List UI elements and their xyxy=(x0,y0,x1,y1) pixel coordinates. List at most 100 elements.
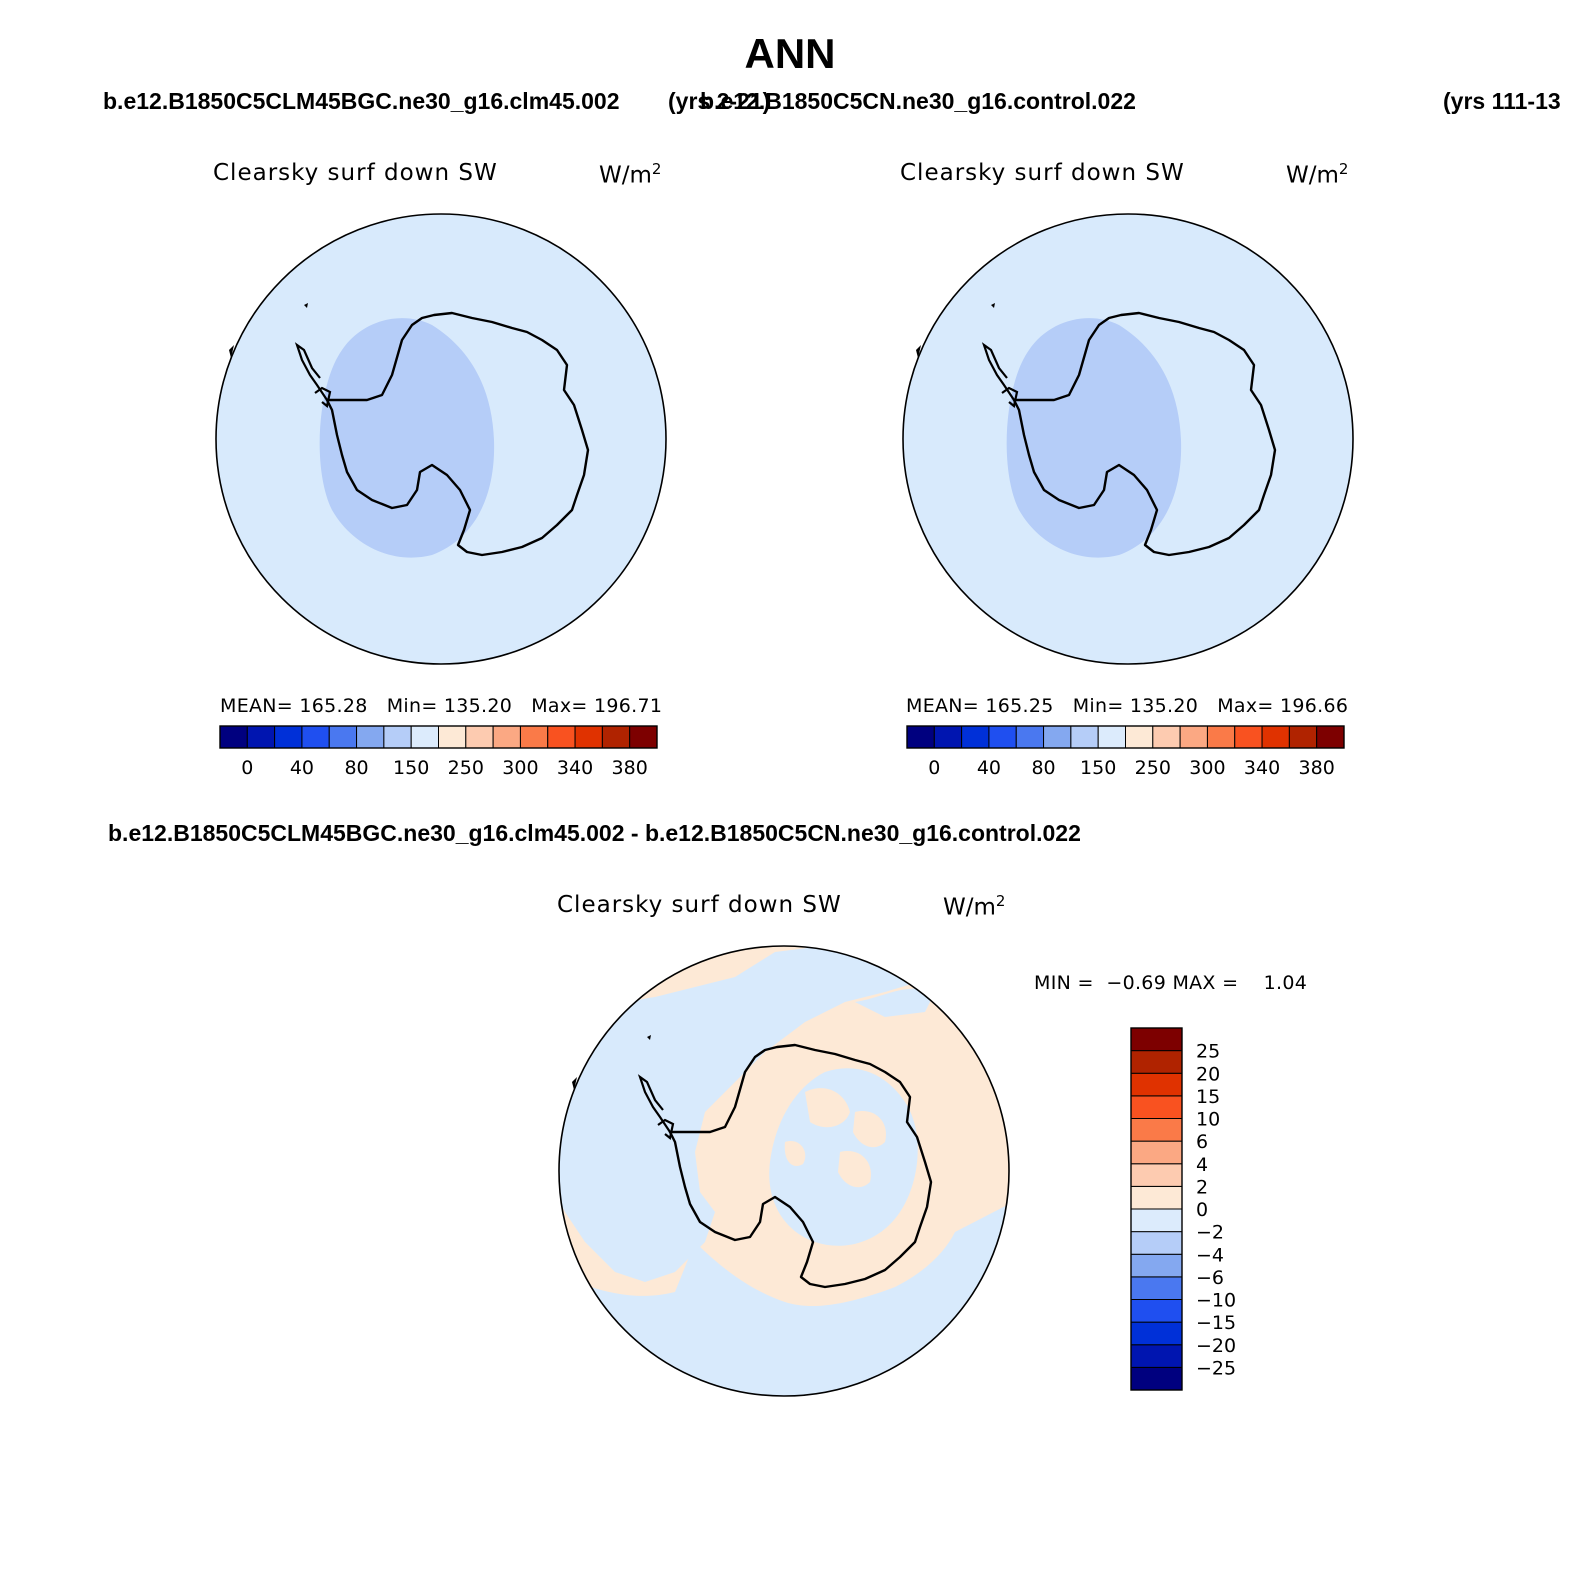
weddell-inlet xyxy=(314,386,332,408)
colorbar-swatch xyxy=(1130,1253,1183,1278)
colorbar-swatch xyxy=(356,725,385,749)
colorbar-tick-label: 15 xyxy=(1196,1086,1220,1108)
weddell-inlet xyxy=(657,1118,675,1140)
interior-low-region xyxy=(1006,318,1182,558)
colorbar-tick-label: −4 xyxy=(1196,1244,1224,1266)
colorbar-tick-label: 4 xyxy=(1196,1154,1208,1176)
antarctic-peninsula xyxy=(981,342,1015,401)
colorbar-tick-label: 0 xyxy=(1196,1199,1208,1221)
colorbar-swatch xyxy=(1130,1185,1183,1210)
colorbar-tick-label: 6 xyxy=(1196,1131,1208,1153)
panel2-units: W/m2 xyxy=(1286,160,1349,189)
colorbar-swatch xyxy=(1179,725,1208,749)
map-boundary xyxy=(215,213,667,665)
colorbar-tick-label: −20 xyxy=(1196,1335,1236,1357)
colorbar-swatch xyxy=(1125,725,1154,749)
colorbar-swatch xyxy=(465,725,494,749)
colorbar-swatch xyxy=(410,725,439,749)
colorbar-tick-label: 380 xyxy=(1299,757,1335,779)
colorbar-swatch xyxy=(1130,1140,1183,1165)
colorbar-swatch xyxy=(1288,725,1318,749)
colorbar-swatch xyxy=(1130,1118,1183,1142)
colorbar-swatch xyxy=(1130,1027,1183,1052)
colorbar-swatch xyxy=(1130,1072,1183,1097)
colorbar-swatch xyxy=(301,725,330,749)
island-mark xyxy=(304,303,308,308)
colorbar-tick-label: −2 xyxy=(1196,1222,1224,1244)
panel1-units: W/m2 xyxy=(599,160,662,189)
colorbar-swatch xyxy=(1130,1163,1183,1187)
map-boundary xyxy=(558,945,1010,1397)
colorbar-swatch xyxy=(574,725,603,749)
colorbar-tick-label: 300 xyxy=(502,757,538,779)
colorbar-swatch xyxy=(1261,725,1290,749)
colorbar-swatch xyxy=(438,725,467,749)
colorbar-swatch xyxy=(1234,725,1263,749)
colorbar-tick-label: 250 xyxy=(448,757,484,779)
interior-positive-patches xyxy=(735,1088,886,1219)
colorbar-swatch xyxy=(1130,1344,1183,1368)
colorbar-swatch xyxy=(933,725,963,749)
colorbar-tick-label: −6 xyxy=(1196,1267,1224,1289)
antarctica-coastline xyxy=(668,1043,933,1289)
panel1-variable: Clearsky surf down SW xyxy=(213,160,498,186)
difference-stats: MIN = −0.69 MAX = 1.04 xyxy=(1034,972,1308,994)
colorbar-tick-label: 80 xyxy=(344,757,368,779)
colorbar-tick-label: 380 xyxy=(612,757,648,779)
colorbar-swatch xyxy=(1130,1208,1183,1233)
panel2-variable: Clearsky surf down SW xyxy=(900,160,1185,186)
colorbar-swatch xyxy=(492,725,521,749)
colorbar-tick-label: −15 xyxy=(1196,1312,1236,1334)
antarctica-coastline xyxy=(1012,311,1277,557)
colorbar-swatch xyxy=(219,725,248,749)
panel2-polar-map xyxy=(902,213,1354,665)
antarctic-peninsula xyxy=(294,342,328,401)
south-america-tip xyxy=(572,1077,577,1090)
colorbar-swatch xyxy=(246,725,276,749)
colorbar-swatch xyxy=(629,725,658,749)
colorbar-swatch xyxy=(1206,725,1236,749)
south-america-tip xyxy=(229,345,234,358)
colorbar-swatch xyxy=(1316,725,1345,749)
case2-label: b.e12.B1850C5CN.ne30_g16.control.022 xyxy=(700,88,1136,114)
colorbar-tick-label: 2 xyxy=(1196,1176,1208,1198)
colorbar-swatch xyxy=(1130,1231,1183,1255)
colorbar-tick-label: 0 xyxy=(928,757,940,779)
colorbar-swatch xyxy=(1130,1095,1183,1119)
colorbar-frame xyxy=(906,725,1345,749)
case2-years: (yrs 111-13 xyxy=(1443,88,1561,114)
colorbar-tick-label: 250 xyxy=(1135,757,1171,779)
colorbar-swatch xyxy=(519,725,549,749)
colorbar-tick-label: 150 xyxy=(1080,757,1116,779)
colorbar-swatch xyxy=(1130,1366,1183,1391)
colorbar-swatch xyxy=(1043,725,1072,749)
difference-title: b.e12.B1850C5CLM45BGC.ne30_g16.clm45.002… xyxy=(108,820,1081,846)
island-mark xyxy=(647,1035,651,1040)
colorbar-swatch xyxy=(1015,725,1045,749)
figure-title: ANN xyxy=(744,30,836,77)
island-mark xyxy=(991,303,995,308)
colorbar-swatch xyxy=(1097,725,1126,749)
colorbar-frame xyxy=(1130,1027,1183,1391)
colorbar-tick-label: 150 xyxy=(393,757,429,779)
colorbar-swatch xyxy=(328,725,358,749)
colorbar-tick-label: 80 xyxy=(1031,757,1055,779)
colorbar-tick-label: −25 xyxy=(1196,1357,1236,1379)
colorbar-tick-label: 40 xyxy=(290,757,314,779)
weddell-inlet xyxy=(1001,386,1019,408)
colorbar-swatch xyxy=(383,725,412,749)
colorbar-tick-label: 300 xyxy=(1189,757,1225,779)
colorbar-swatch xyxy=(601,725,631,749)
colorbar-swatch xyxy=(547,725,576,749)
colorbar-tick-label: 40 xyxy=(977,757,1001,779)
panel3-variable: Clearsky surf down SW xyxy=(557,892,842,918)
colorbar-swatch xyxy=(1130,1321,1183,1346)
panel1-polar-map xyxy=(215,213,667,665)
colorbar-swatch xyxy=(906,725,935,749)
colorbar-swatch xyxy=(1152,725,1181,749)
panel2-stats: MEAN= 165.25 Min= 135.20 Max= 196.66 xyxy=(906,695,1349,717)
south-america-tip xyxy=(916,345,921,358)
map-boundary xyxy=(902,213,1354,665)
panel1-stats: MEAN= 165.28 Min= 135.20 Max= 196.71 xyxy=(220,695,663,717)
